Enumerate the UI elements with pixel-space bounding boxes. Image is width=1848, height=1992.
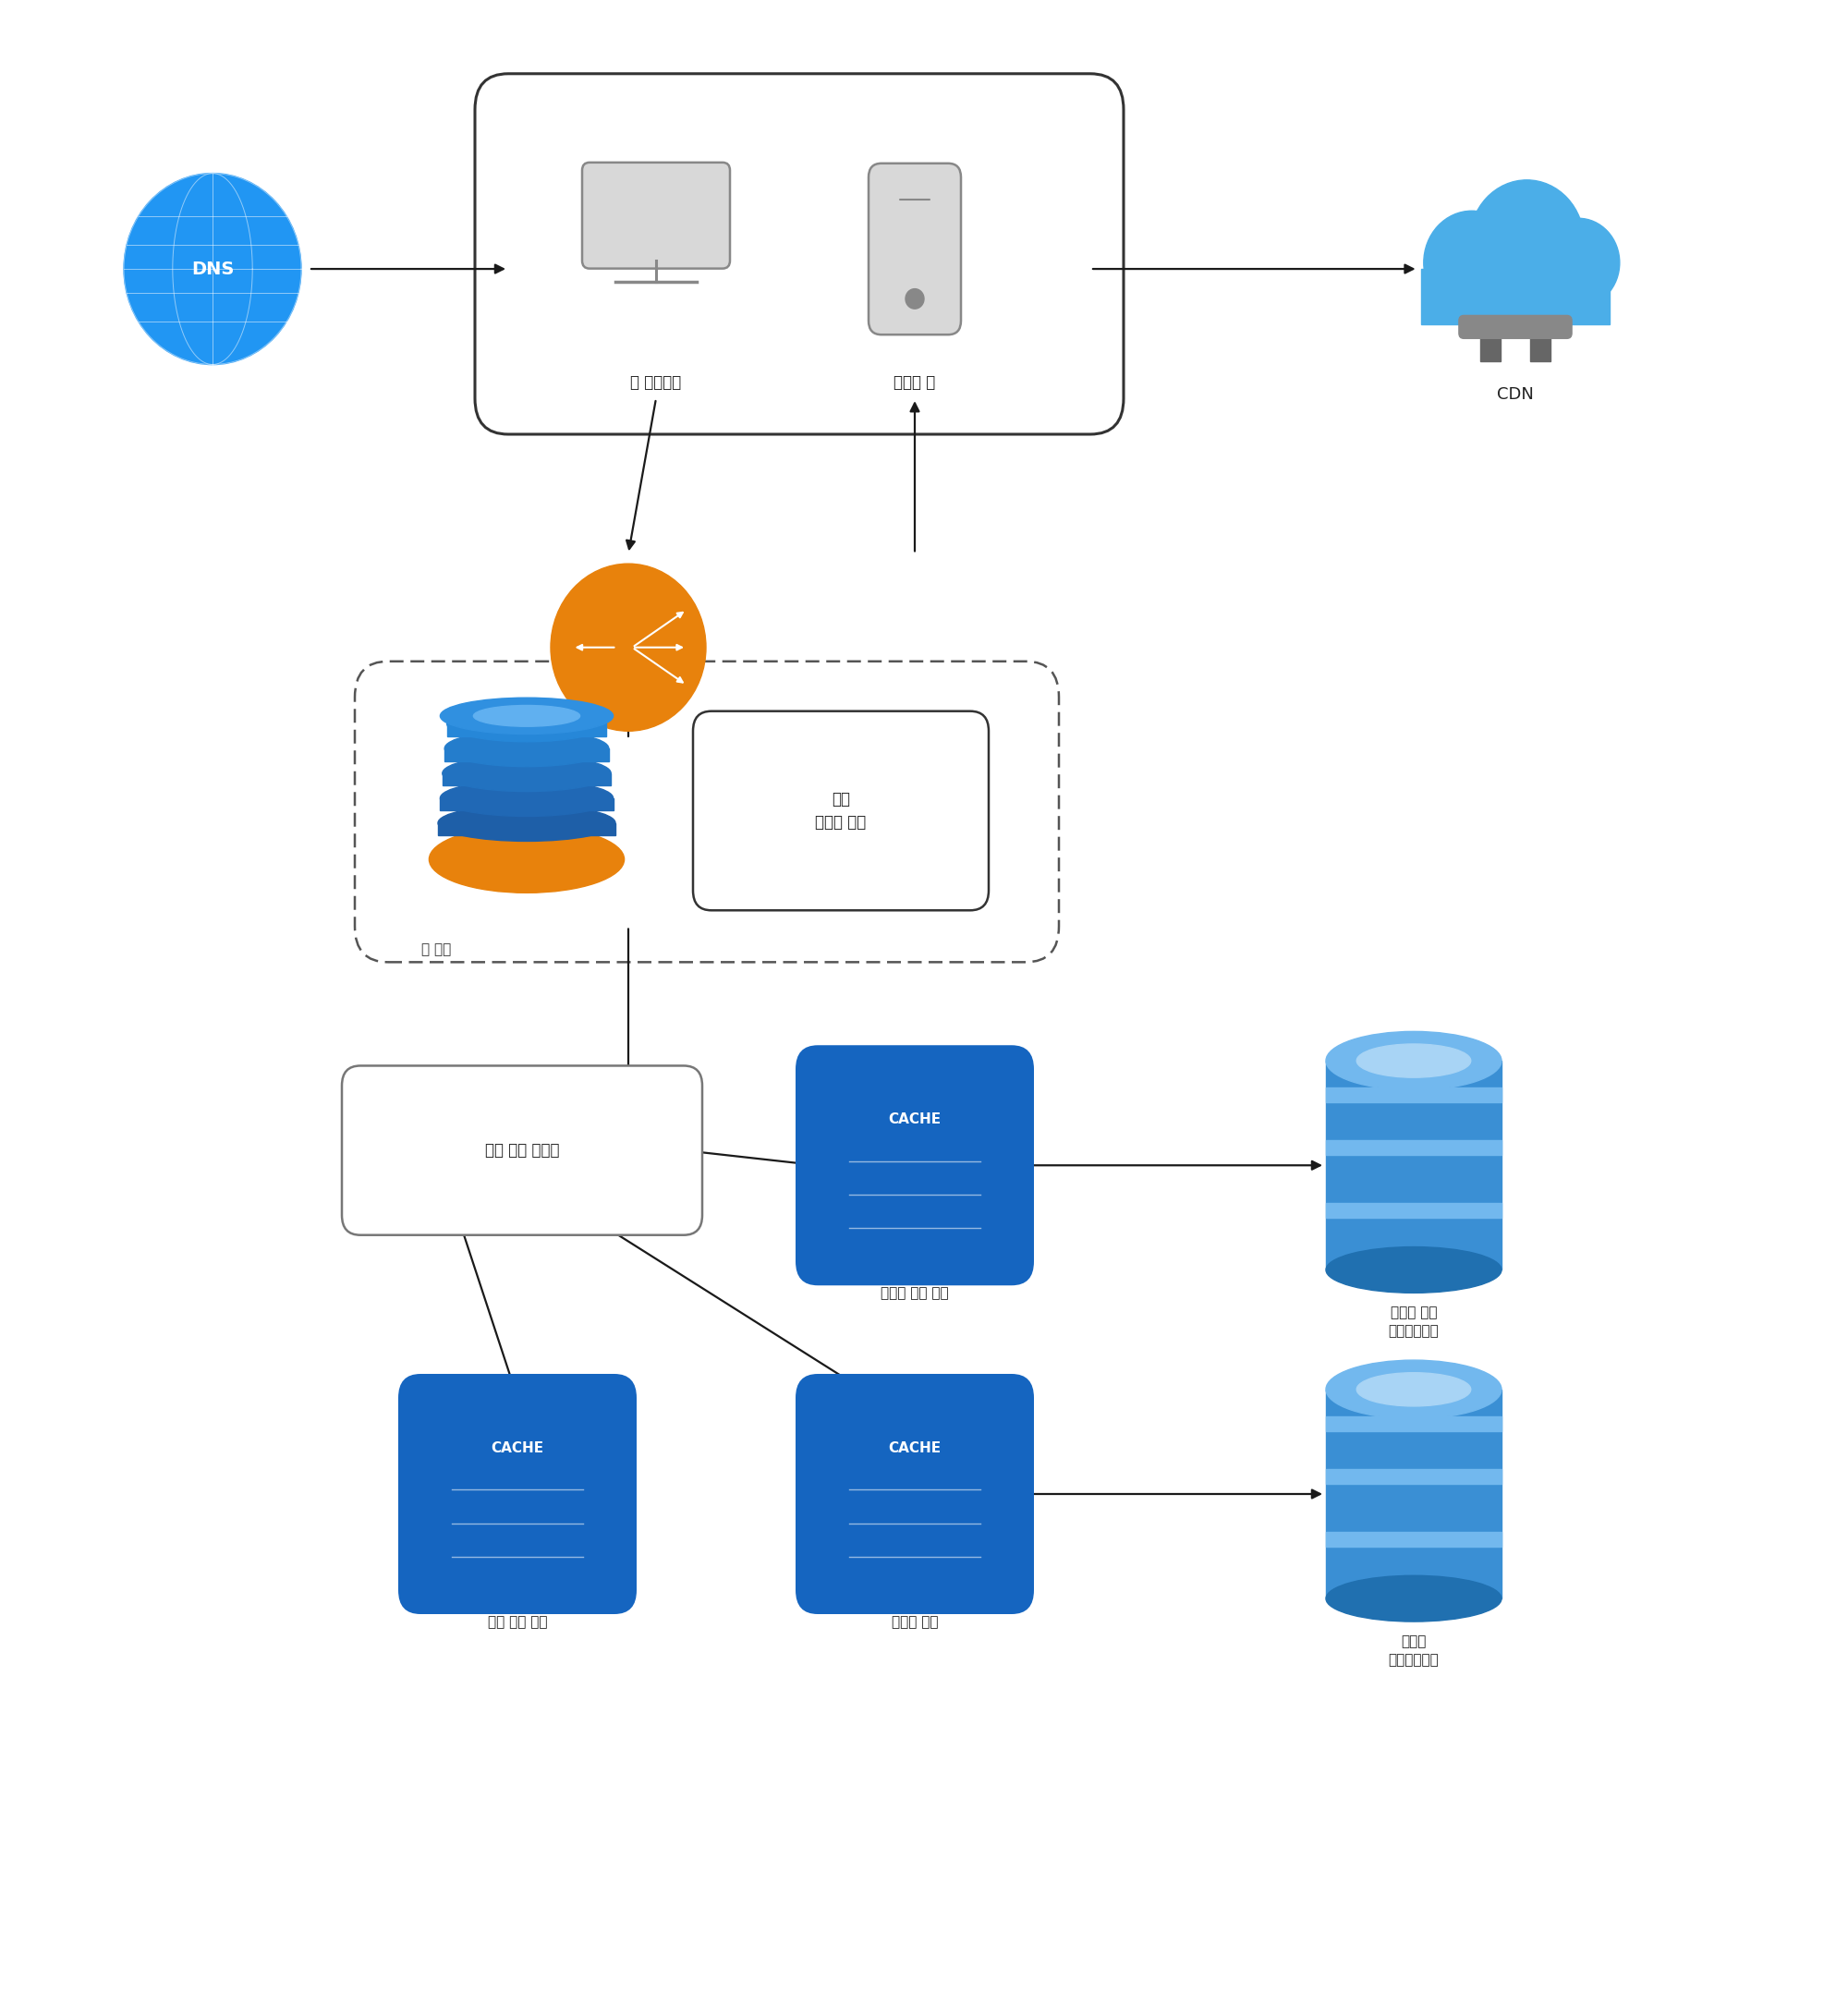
Circle shape: [1469, 179, 1584, 303]
Bar: [1327, 1203, 1501, 1217]
Bar: [1530, 323, 1550, 363]
Ellipse shape: [440, 697, 614, 735]
Bar: [1480, 323, 1501, 363]
Ellipse shape: [442, 755, 612, 791]
Ellipse shape: [438, 805, 615, 841]
Text: 사용자 정보
데이터베이스: 사용자 정보 데이터베이스: [1388, 1307, 1440, 1339]
FancyBboxPatch shape: [795, 1046, 1035, 1285]
Text: 웹 서버: 웹 서버: [421, 942, 451, 956]
FancyBboxPatch shape: [869, 163, 961, 335]
Text: 포스팅 캐시: 포스팅 캐시: [891, 1616, 939, 1629]
Bar: [438, 823, 615, 835]
Circle shape: [906, 289, 924, 309]
Text: 포스팅
데이터베이스: 포스팅 데이터베이스: [1388, 1633, 1440, 1667]
Ellipse shape: [1327, 1576, 1501, 1621]
Ellipse shape: [445, 731, 608, 767]
Bar: [1327, 1532, 1501, 1546]
Text: CACHE: CACHE: [889, 1440, 941, 1454]
Ellipse shape: [440, 781, 614, 817]
Bar: [445, 749, 608, 761]
Bar: [447, 723, 606, 735]
Ellipse shape: [1327, 1032, 1501, 1090]
FancyBboxPatch shape: [475, 74, 1124, 434]
Bar: [442, 773, 612, 785]
FancyBboxPatch shape: [582, 163, 730, 269]
Bar: [1421, 269, 1610, 325]
Ellipse shape: [1356, 1044, 1471, 1078]
FancyBboxPatch shape: [1458, 315, 1573, 339]
Text: 인증
처리율 제한: 인증 처리율 제한: [815, 791, 867, 831]
Text: 뉴스 피드 캐시: 뉴스 피드 캐시: [488, 1616, 547, 1629]
FancyBboxPatch shape: [795, 1374, 1035, 1614]
Text: DNS: DNS: [190, 261, 235, 277]
Bar: [1327, 1139, 1501, 1155]
Bar: [440, 799, 614, 811]
Ellipse shape: [429, 827, 625, 892]
Ellipse shape: [1356, 1372, 1471, 1406]
FancyBboxPatch shape: [355, 661, 1059, 962]
Text: 뉴스 피드 서비스: 뉴스 피드 서비스: [484, 1141, 560, 1159]
Circle shape: [1464, 229, 1556, 329]
Text: 사용자 정보 캐시: 사용자 정보 캐시: [881, 1287, 948, 1301]
Bar: [1327, 1416, 1501, 1430]
Text: 웹 브라우저: 웹 브라우저: [630, 374, 682, 390]
Circle shape: [1538, 219, 1619, 307]
Bar: [1327, 1468, 1501, 1484]
Ellipse shape: [447, 705, 606, 741]
Text: CACHE: CACHE: [492, 1440, 543, 1454]
Circle shape: [551, 564, 706, 731]
Ellipse shape: [473, 705, 580, 727]
Bar: [1327, 1088, 1501, 1104]
Ellipse shape: [1327, 1247, 1501, 1293]
Text: 모바일 앱: 모바일 앱: [894, 374, 935, 390]
Bar: [1327, 1060, 1501, 1271]
Circle shape: [124, 173, 301, 365]
FancyBboxPatch shape: [693, 711, 989, 910]
FancyBboxPatch shape: [342, 1066, 702, 1235]
FancyBboxPatch shape: [399, 1374, 636, 1614]
Text: CDN: CDN: [1497, 386, 1534, 402]
Bar: [1327, 1390, 1501, 1598]
Circle shape: [1423, 211, 1519, 315]
Ellipse shape: [1327, 1361, 1501, 1418]
Text: CACHE: CACHE: [889, 1112, 941, 1125]
